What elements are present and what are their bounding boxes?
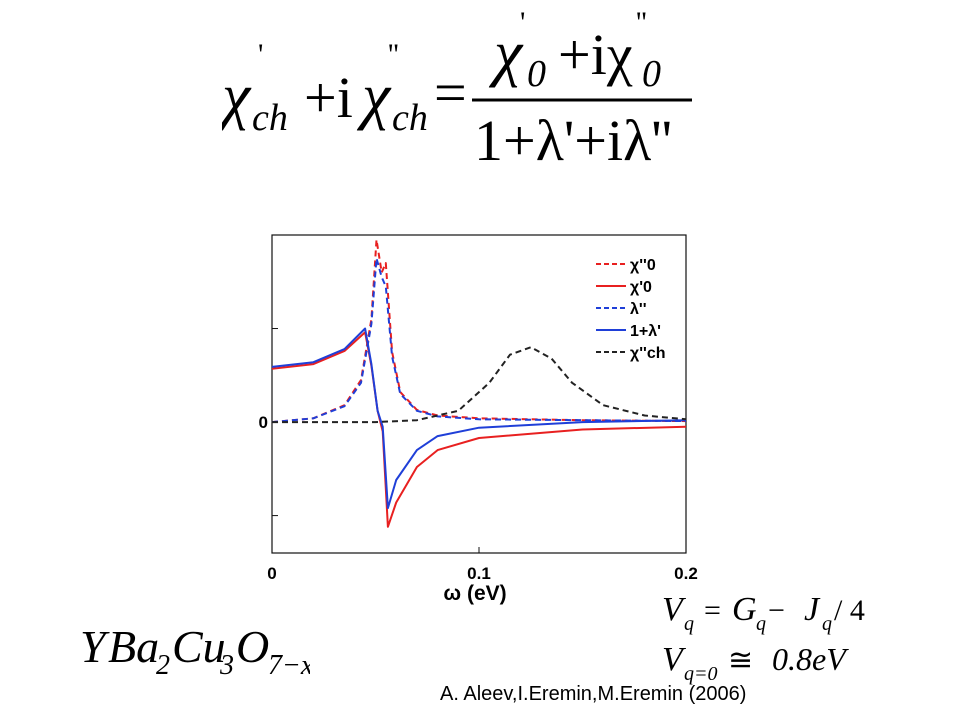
lhs-sub-2: ch [392,97,428,139]
vq1-minus: − [768,594,785,627]
compound-formula: Y Ba 2 Cu 3 O 7−x [80,621,310,681]
lhs-chi-2: χ [356,60,392,131]
lhs-plus-i: +i [304,65,353,130]
equation-numerator: χ 0 ' +iχ 0 '' [488,12,661,95]
lhs-sub-1: ch [252,97,288,139]
legend-label-2: λ'' [630,301,647,318]
x-tick-label-0: 0 [267,564,276,583]
tick-marks [271,328,687,553]
legend: χ''0 χ'0 λ'' 1+λ' χ''ch [596,257,666,362]
equals-sign: = [434,60,467,125]
series-line-1 [271,331,687,528]
num-sub-2: 0 [642,53,661,95]
curves [271,238,687,528]
x-tick-label-2: 0.2 [674,564,698,583]
x-tick-label-1: 0.1 [467,564,491,583]
num-prime: ' [520,12,525,39]
vq1-gsub: q [756,613,766,635]
vq2-sub: q=0 [684,663,718,685]
y-tick-label-0: 0 [259,413,268,432]
vq2-approx: ≅ [728,644,753,677]
equation-lhs: χ ch ' +i χ ch '' [222,38,428,139]
main-equation: χ ch ' +i χ ch '' = χ 0 ' +iχ 0 '' 1+λ'+… [222,12,692,172]
series-line-3 [271,327,687,510]
lhs-chi-1: χ [222,60,252,131]
denominator: 1+λ'+iλ'' [474,108,672,172]
element-cu: Cu [172,621,226,672]
vq1-eq: = [704,594,721,627]
vq2-value: 0.8eV [772,641,849,677]
plot-frame [271,234,687,554]
num-sub-1: 0 [527,53,546,95]
num-plus-i-chi: +iχ [558,22,633,87]
vq1-sub: q [684,613,694,635]
subscript-o: 7−x [268,650,310,681]
num-chi-1: χ [488,17,524,88]
num-double-prime: '' [636,12,647,39]
vq1-j: J [804,591,821,628]
x-axis-label: ω (eV) [443,582,506,605]
legend-entry-4: χ''ch [596,345,666,362]
vq-equations: V q = G q − J q / 4 V q=0 ≅ 0.8eV [662,591,865,685]
legend-label-0: χ''0 [630,257,656,274]
series-line-2 [271,257,687,424]
citation: A. Aleev,I.Eremin,M.Eremin (2006) [440,683,747,705]
subscript-ba: 2 [156,650,170,681]
lhs-double-prime: '' [388,38,399,71]
element-ba: Ba [108,621,159,672]
series-line-4 [272,346,687,424]
legend-entry-0: χ''0 [596,257,656,274]
legend-label-4: χ''ch [630,345,666,362]
element-y: Y [80,621,110,672]
legend-label-3: 1+λ' [630,323,661,340]
vq-equation-2: V q=0 ≅ 0.8eV [662,641,849,685]
legend-entry-3: 1+λ' [596,323,661,340]
lhs-prime: ' [258,38,263,71]
element-o: O [236,621,269,672]
vq-equation-1: V q = G q − J q / 4 [662,591,865,635]
susceptibility-chart: 0 0.1 0.2 0 ω (eV) χ''0 χ'0 λ'' 1+λ' χ''… [259,234,698,605]
legend-entry-1: χ'0 [596,279,652,296]
vq1-rest: / 4 [834,594,865,627]
subscript-cu: 3 [219,650,234,681]
vq1-jsub: q [822,613,832,635]
legend-label-1: χ'0 [630,279,652,296]
legend-entry-2: λ'' [596,301,647,318]
vq1-g: G [732,591,757,628]
